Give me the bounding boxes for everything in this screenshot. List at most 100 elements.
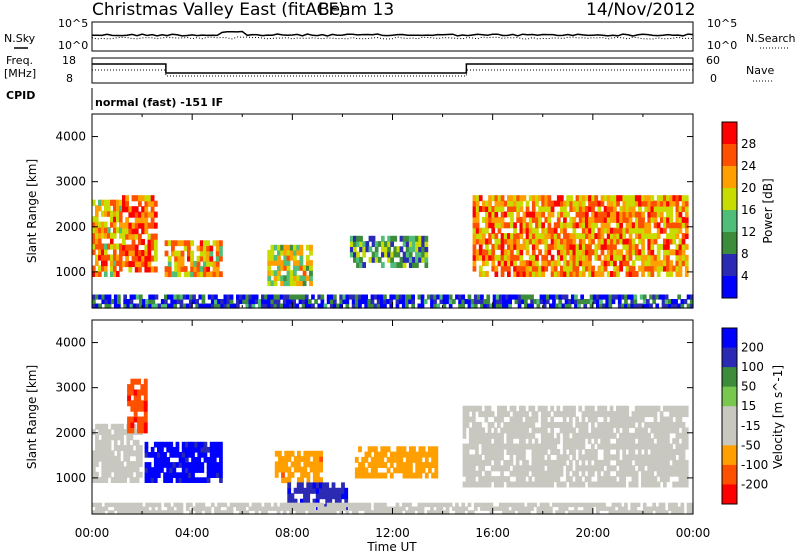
vel-cells-cell (217, 510, 221, 515)
power-cells-cell (116, 270, 120, 277)
vel-cells-cell (212, 457, 217, 463)
power-cells-cell (101, 232, 105, 239)
vel-cells-cell (104, 423, 109, 430)
vel-cells-cell (319, 482, 323, 489)
power-cells-cell (147, 261, 152, 268)
power-cells-cell (408, 299, 412, 305)
vel-cells-cell (104, 439, 109, 446)
vel-cells-cell (395, 506, 400, 511)
noise-search-line (91, 36, 694, 40)
power-cells-cell (320, 294, 325, 300)
vel-cells-cell (169, 462, 174, 468)
vel-cells-cell (587, 476, 592, 483)
power-cells-cell (669, 216, 673, 223)
vel-cells-cell (380, 506, 384, 511)
power-cells-cell (412, 235, 416, 242)
power-cells-cell (560, 271, 564, 277)
vel-cells-cell (274, 450, 279, 457)
power-cells-cell (589, 299, 594, 305)
power-cells-cell (488, 254, 492, 261)
vel-cells-cell (539, 502, 544, 508)
power-cells-cell (619, 249, 623, 256)
vel-cells-cell (581, 465, 586, 472)
vel-cells-cell (600, 481, 604, 488)
vel-cells-cell (537, 443, 542, 450)
vel-cells-cell (325, 487, 330, 494)
power-cells-cell (305, 255, 310, 261)
vel-cells-cell (675, 459, 680, 466)
vel-cells-cell (500, 432, 504, 439)
power-cells-cell (531, 227, 536, 234)
vel-cells-cell (678, 449, 683, 455)
vel-cells-cell (634, 405, 639, 412)
vel-cells-cell (527, 510, 531, 515)
power-cells-cell (581, 195, 586, 202)
power-cells-cell (581, 227, 586, 234)
vel-cells-cell (303, 498, 307, 505)
power-cells-cell (497, 200, 502, 207)
power-cells-cell (597, 243, 602, 250)
power-cells-cell (157, 303, 162, 309)
power-cells-cell (293, 244, 297, 251)
power-cells-cell (150, 239, 155, 246)
vel-cells-cell (147, 467, 152, 473)
power-cells-cell (572, 271, 577, 277)
vel-cells-cell (145, 510, 149, 515)
power-cells-cell (638, 222, 642, 229)
vel-cells-cell (374, 451, 378, 458)
power-cells-cell (519, 271, 524, 277)
vel-cells-cell (609, 443, 614, 450)
power-cells-cell (603, 243, 608, 250)
velocity-colorbar-label: Velocity [m s^-1] (771, 365, 785, 469)
vel-cells-cell (319, 450, 323, 457)
vel-cells-cell (578, 476, 583, 483)
power-cells-cell (116, 205, 120, 212)
power-cells-cell (675, 227, 680, 234)
power-cells-cell (597, 233, 602, 240)
power-cells-cell (535, 260, 539, 267)
vel-cells-cell (113, 429, 118, 435)
power-cells-cell (113, 232, 117, 239)
vel-cells-cell (126, 455, 131, 462)
power-cells-cell (317, 294, 322, 300)
power-cells-cell (507, 233, 511, 240)
power-cells-cell (556, 195, 561, 202)
vel-cells-cell (591, 465, 595, 472)
vel-cells-cell (376, 506, 381, 511)
power-cells-cell (214, 299, 218, 305)
power-cells-cell (666, 249, 670, 256)
power-cells-cell (173, 299, 178, 305)
power-cells-cell (128, 266, 133, 273)
vel-cells-cell (637, 449, 642, 455)
vel-cells-cell (130, 384, 135, 391)
vel-cells-cell (591, 481, 595, 488)
vel-cells-cell (325, 498, 330, 505)
vel-cells-cell (462, 454, 467, 461)
power-cells-cell (402, 251, 407, 258)
vel-cells-cell (558, 502, 563, 508)
vel-cells-cell (405, 462, 410, 468)
power-cells-cell (480, 299, 484, 305)
vel-cells-cell (631, 422, 636, 428)
vel-cells-cell (544, 438, 548, 445)
power-cells-cell (113, 270, 117, 277)
power-cells-cell (566, 271, 570, 277)
power-cells-cell (594, 200, 599, 207)
power-cells-cell (196, 261, 201, 267)
vel-cells-cell (577, 510, 581, 515)
power-cells-cell (193, 266, 198, 272)
vel-cells-cell (528, 481, 533, 488)
power-cells-cell (164, 240, 169, 247)
power-cells-cell (525, 206, 530, 212)
power-cells-cell (383, 294, 387, 300)
vel-cells-cell (209, 446, 214, 453)
power-cells-cell (226, 299, 231, 305)
power-cells-cell (365, 246, 370, 253)
vel-cells-cell (197, 467, 202, 473)
power-cells-cell (603, 206, 608, 212)
vel-cells-cell (300, 482, 304, 489)
power-cells-cell (412, 246, 416, 253)
vel-cells-cell (113, 455, 118, 462)
power-cells-cell (647, 260, 652, 267)
power-cells-cell (681, 254, 686, 261)
